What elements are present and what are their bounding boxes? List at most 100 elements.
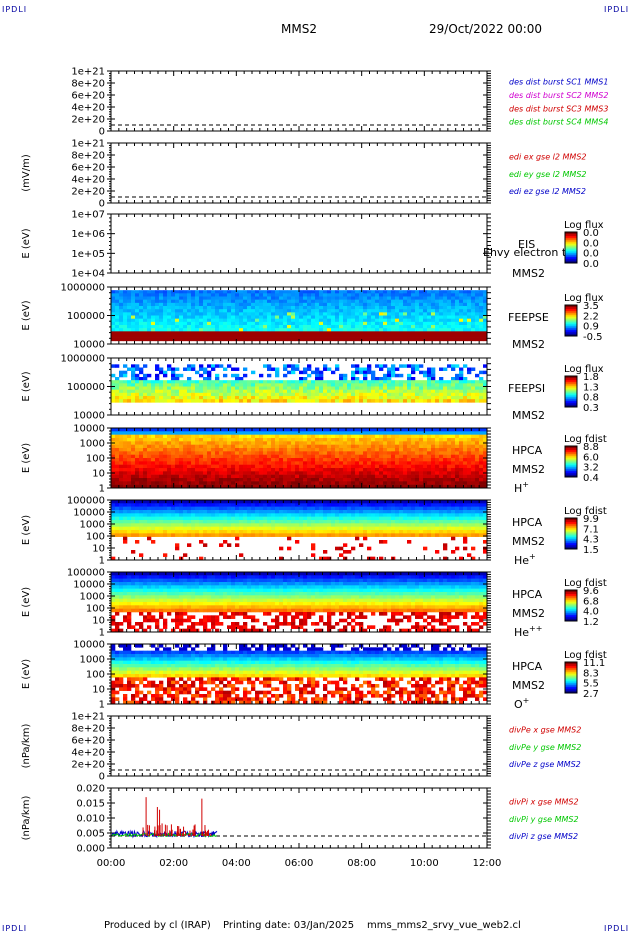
feepsi-cell — [455, 377, 460, 381]
hpca-h-cell — [459, 448, 464, 452]
hpca-h-cell — [387, 478, 392, 482]
feepse-cell — [443, 328, 448, 332]
feepsi-cell — [319, 386, 324, 390]
feepse-cell — [167, 331, 172, 335]
feepsi-cell — [223, 389, 228, 394]
feepse-cell — [207, 306, 212, 310]
hpca-h-cell — [295, 428, 300, 432]
feepse-cell — [171, 331, 176, 335]
feepsi-cell — [451, 389, 456, 394]
hpca-h-cell — [331, 478, 336, 482]
hpca-h-cell — [167, 444, 172, 449]
feepsi-cell — [435, 383, 440, 387]
hpca-h-cell — [227, 454, 232, 459]
feepse-cell — [447, 302, 452, 307]
feepse-cell — [199, 302, 204, 307]
feepsi-cell — [203, 380, 208, 384]
feepsi-cell — [291, 364, 296, 368]
feepse-cell — [175, 337, 180, 342]
feepse-cell — [455, 306, 460, 310]
hpca-h-cell — [199, 428, 204, 432]
feepsi-cell — [271, 386, 276, 390]
hpca-h-cell — [403, 474, 408, 479]
hpca-h-cell — [235, 434, 240, 439]
feepsi-cell — [231, 373, 236, 378]
hpca-h-cell — [183, 438, 188, 442]
feepse-cell — [367, 299, 372, 304]
feepsi-cell — [139, 380, 144, 384]
feepse-cell — [159, 299, 164, 304]
eis-colorbar-swatch — [565, 255, 577, 258]
hpca-h-cell — [227, 438, 232, 442]
feepsi-cell — [167, 364, 172, 368]
feepse-cell — [435, 328, 440, 332]
hpca-h-cell — [167, 431, 172, 435]
feepsi-cell — [307, 364, 312, 368]
hpca-h-cell — [275, 444, 280, 449]
feepse-cell — [443, 337, 448, 342]
feepsi-cell — [403, 399, 408, 403]
hpca-h-cell — [227, 478, 232, 482]
hpca-h-cell — [331, 448, 336, 452]
hpca-h-cell — [387, 431, 392, 435]
feepse-cell — [247, 315, 252, 319]
feepse-cell — [227, 299, 232, 304]
feepsi-cell — [163, 380, 168, 384]
hpca-h-cell — [439, 441, 444, 445]
hpca-h-cell — [275, 461, 280, 465]
feepse-cell — [119, 290, 124, 294]
hpca-h-cell — [403, 444, 408, 449]
feepse-cell — [335, 293, 340, 297]
hpca-h-cell — [263, 434, 268, 439]
feepse-cell — [295, 315, 300, 319]
hpca-h-cell — [391, 464, 396, 469]
hpca-h-cell — [303, 451, 308, 455]
hpca-h-cell — [223, 428, 228, 432]
feepse-cell — [339, 337, 344, 342]
feepse-cell — [263, 334, 268, 338]
hpca-h-cell — [267, 478, 272, 482]
feepse-cell — [155, 302, 160, 307]
hpca-h-cell — [311, 464, 316, 469]
hpca-h-cell — [399, 444, 404, 449]
hpca-h-cell — [411, 458, 416, 462]
feepsi-cell — [287, 383, 292, 387]
feepse-cell — [455, 302, 460, 307]
hpca-h-cell — [235, 481, 240, 485]
feepsi-cell — [223, 396, 228, 400]
feepsi-cell — [167, 392, 172, 397]
feepse-cell — [483, 293, 488, 297]
feepse-cell — [211, 331, 216, 335]
feepsi-cell — [427, 389, 432, 394]
hpca-h-cell — [419, 434, 424, 439]
hpca-h-cell — [151, 474, 156, 479]
hpca-h-cell — [475, 471, 480, 475]
hpca-h-cell — [359, 481, 364, 485]
feepsi-cell — [455, 389, 460, 394]
hpca-h-cell — [439, 464, 444, 469]
hpca-h-cell — [463, 464, 468, 469]
feepse-cell — [231, 290, 236, 294]
feepse-cell — [183, 299, 188, 304]
hpca-h-cell — [395, 461, 400, 465]
feepse-cell — [139, 318, 144, 323]
feepse-cell — [167, 321, 172, 326]
feepse-cell — [263, 290, 268, 294]
hpca-h-cell — [175, 458, 180, 462]
feepse-cell — [111, 296, 116, 300]
feepse-cell — [291, 299, 296, 304]
feepse-cell — [411, 328, 416, 332]
hpca-h-cell — [239, 451, 244, 455]
feepsi-cell — [359, 396, 364, 400]
hpca-h-cell — [383, 448, 388, 452]
feepse-cell — [211, 321, 216, 326]
hpca-h-cell — [279, 464, 284, 469]
feepse-cell — [291, 290, 296, 294]
feepse-cell — [387, 299, 392, 304]
feepse-cell — [243, 315, 248, 319]
feepsi-cell — [203, 399, 208, 403]
feepse-cell — [119, 315, 124, 319]
feepsi-cell — [127, 367, 132, 371]
feepsi-cell — [187, 389, 192, 394]
feepse-cell — [483, 321, 488, 326]
